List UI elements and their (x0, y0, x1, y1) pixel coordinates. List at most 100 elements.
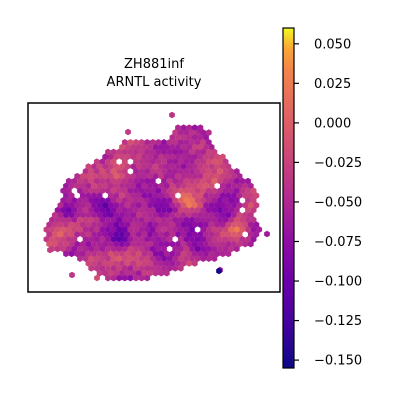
spot (191, 172, 198, 180)
spot (197, 221, 204, 228)
spot (172, 177, 179, 185)
spot (60, 187, 67, 195)
spot (93, 206, 100, 214)
spot (135, 153, 142, 161)
spot (105, 187, 111, 195)
spot (225, 172, 232, 180)
spot (147, 231, 153, 238)
spot (245, 197, 251, 204)
spot (63, 202, 69, 209)
spot (46, 231, 53, 238)
spot (121, 265, 128, 272)
spot (79, 221, 86, 228)
spot (177, 255, 184, 262)
spot (216, 267, 222, 275)
spot (85, 192, 92, 199)
spot (250, 187, 257, 195)
spot (242, 202, 249, 209)
spot (124, 143, 131, 151)
spot (82, 206, 89, 214)
spot (163, 240, 170, 248)
spot (214, 163, 221, 170)
spot (49, 216, 55, 224)
spot (152, 231, 159, 238)
spot (211, 216, 218, 224)
spot (93, 216, 100, 224)
spot (77, 245, 83, 253)
spot (96, 231, 103, 238)
spot (191, 192, 198, 199)
spot (105, 265, 111, 272)
spot (149, 187, 156, 195)
spot (54, 216, 61, 224)
spot (166, 177, 173, 185)
spot (119, 172, 125, 180)
spot (186, 211, 193, 219)
spot (119, 260, 125, 267)
spot (208, 153, 215, 161)
spot (194, 245, 201, 253)
spot (158, 153, 165, 161)
spot (155, 187, 162, 195)
spot (152, 211, 159, 219)
spot (245, 226, 251, 233)
spot (211, 177, 218, 185)
spot (186, 153, 193, 161)
spot (233, 245, 240, 253)
spot (124, 211, 131, 219)
spot (233, 226, 240, 233)
spot (149, 148, 156, 156)
spot (194, 187, 201, 195)
spot (130, 231, 137, 238)
spot (149, 206, 156, 214)
spot (183, 197, 190, 204)
spot (49, 226, 55, 233)
spot (166, 235, 173, 243)
spot (236, 182, 243, 190)
spot (88, 216, 95, 224)
spot (65, 235, 72, 243)
spot (107, 182, 114, 190)
spot (124, 221, 131, 228)
spot (175, 202, 181, 209)
spot (141, 240, 148, 248)
spot (180, 124, 187, 131)
spot (91, 260, 97, 267)
spot (225, 250, 232, 258)
spot (99, 265, 106, 272)
spot (119, 143, 125, 151)
spot (107, 221, 114, 228)
spot (247, 192, 254, 199)
spot (141, 182, 148, 190)
spot (85, 240, 92, 248)
spot (144, 216, 151, 224)
spot (172, 148, 179, 156)
spot (231, 231, 237, 238)
spot (119, 211, 125, 219)
spot (166, 206, 173, 214)
spot (172, 265, 179, 272)
spot (77, 226, 83, 233)
spot (82, 226, 89, 233)
spot (113, 202, 120, 209)
spot (71, 245, 78, 253)
spot (183, 235, 190, 243)
spot (175, 240, 181, 248)
spot (119, 202, 125, 209)
spot (172, 129, 179, 136)
spot (245, 216, 251, 224)
spot (138, 235, 145, 243)
spot (191, 250, 198, 258)
spot (217, 226, 223, 233)
spot (191, 163, 198, 170)
spot (119, 269, 125, 277)
spot (180, 202, 187, 209)
spot (208, 182, 215, 190)
spot (225, 211, 232, 219)
spot (71, 235, 78, 243)
spot (85, 202, 92, 209)
spot (161, 265, 167, 272)
spot (110, 255, 117, 262)
spot (82, 197, 89, 204)
spot (105, 274, 111, 282)
